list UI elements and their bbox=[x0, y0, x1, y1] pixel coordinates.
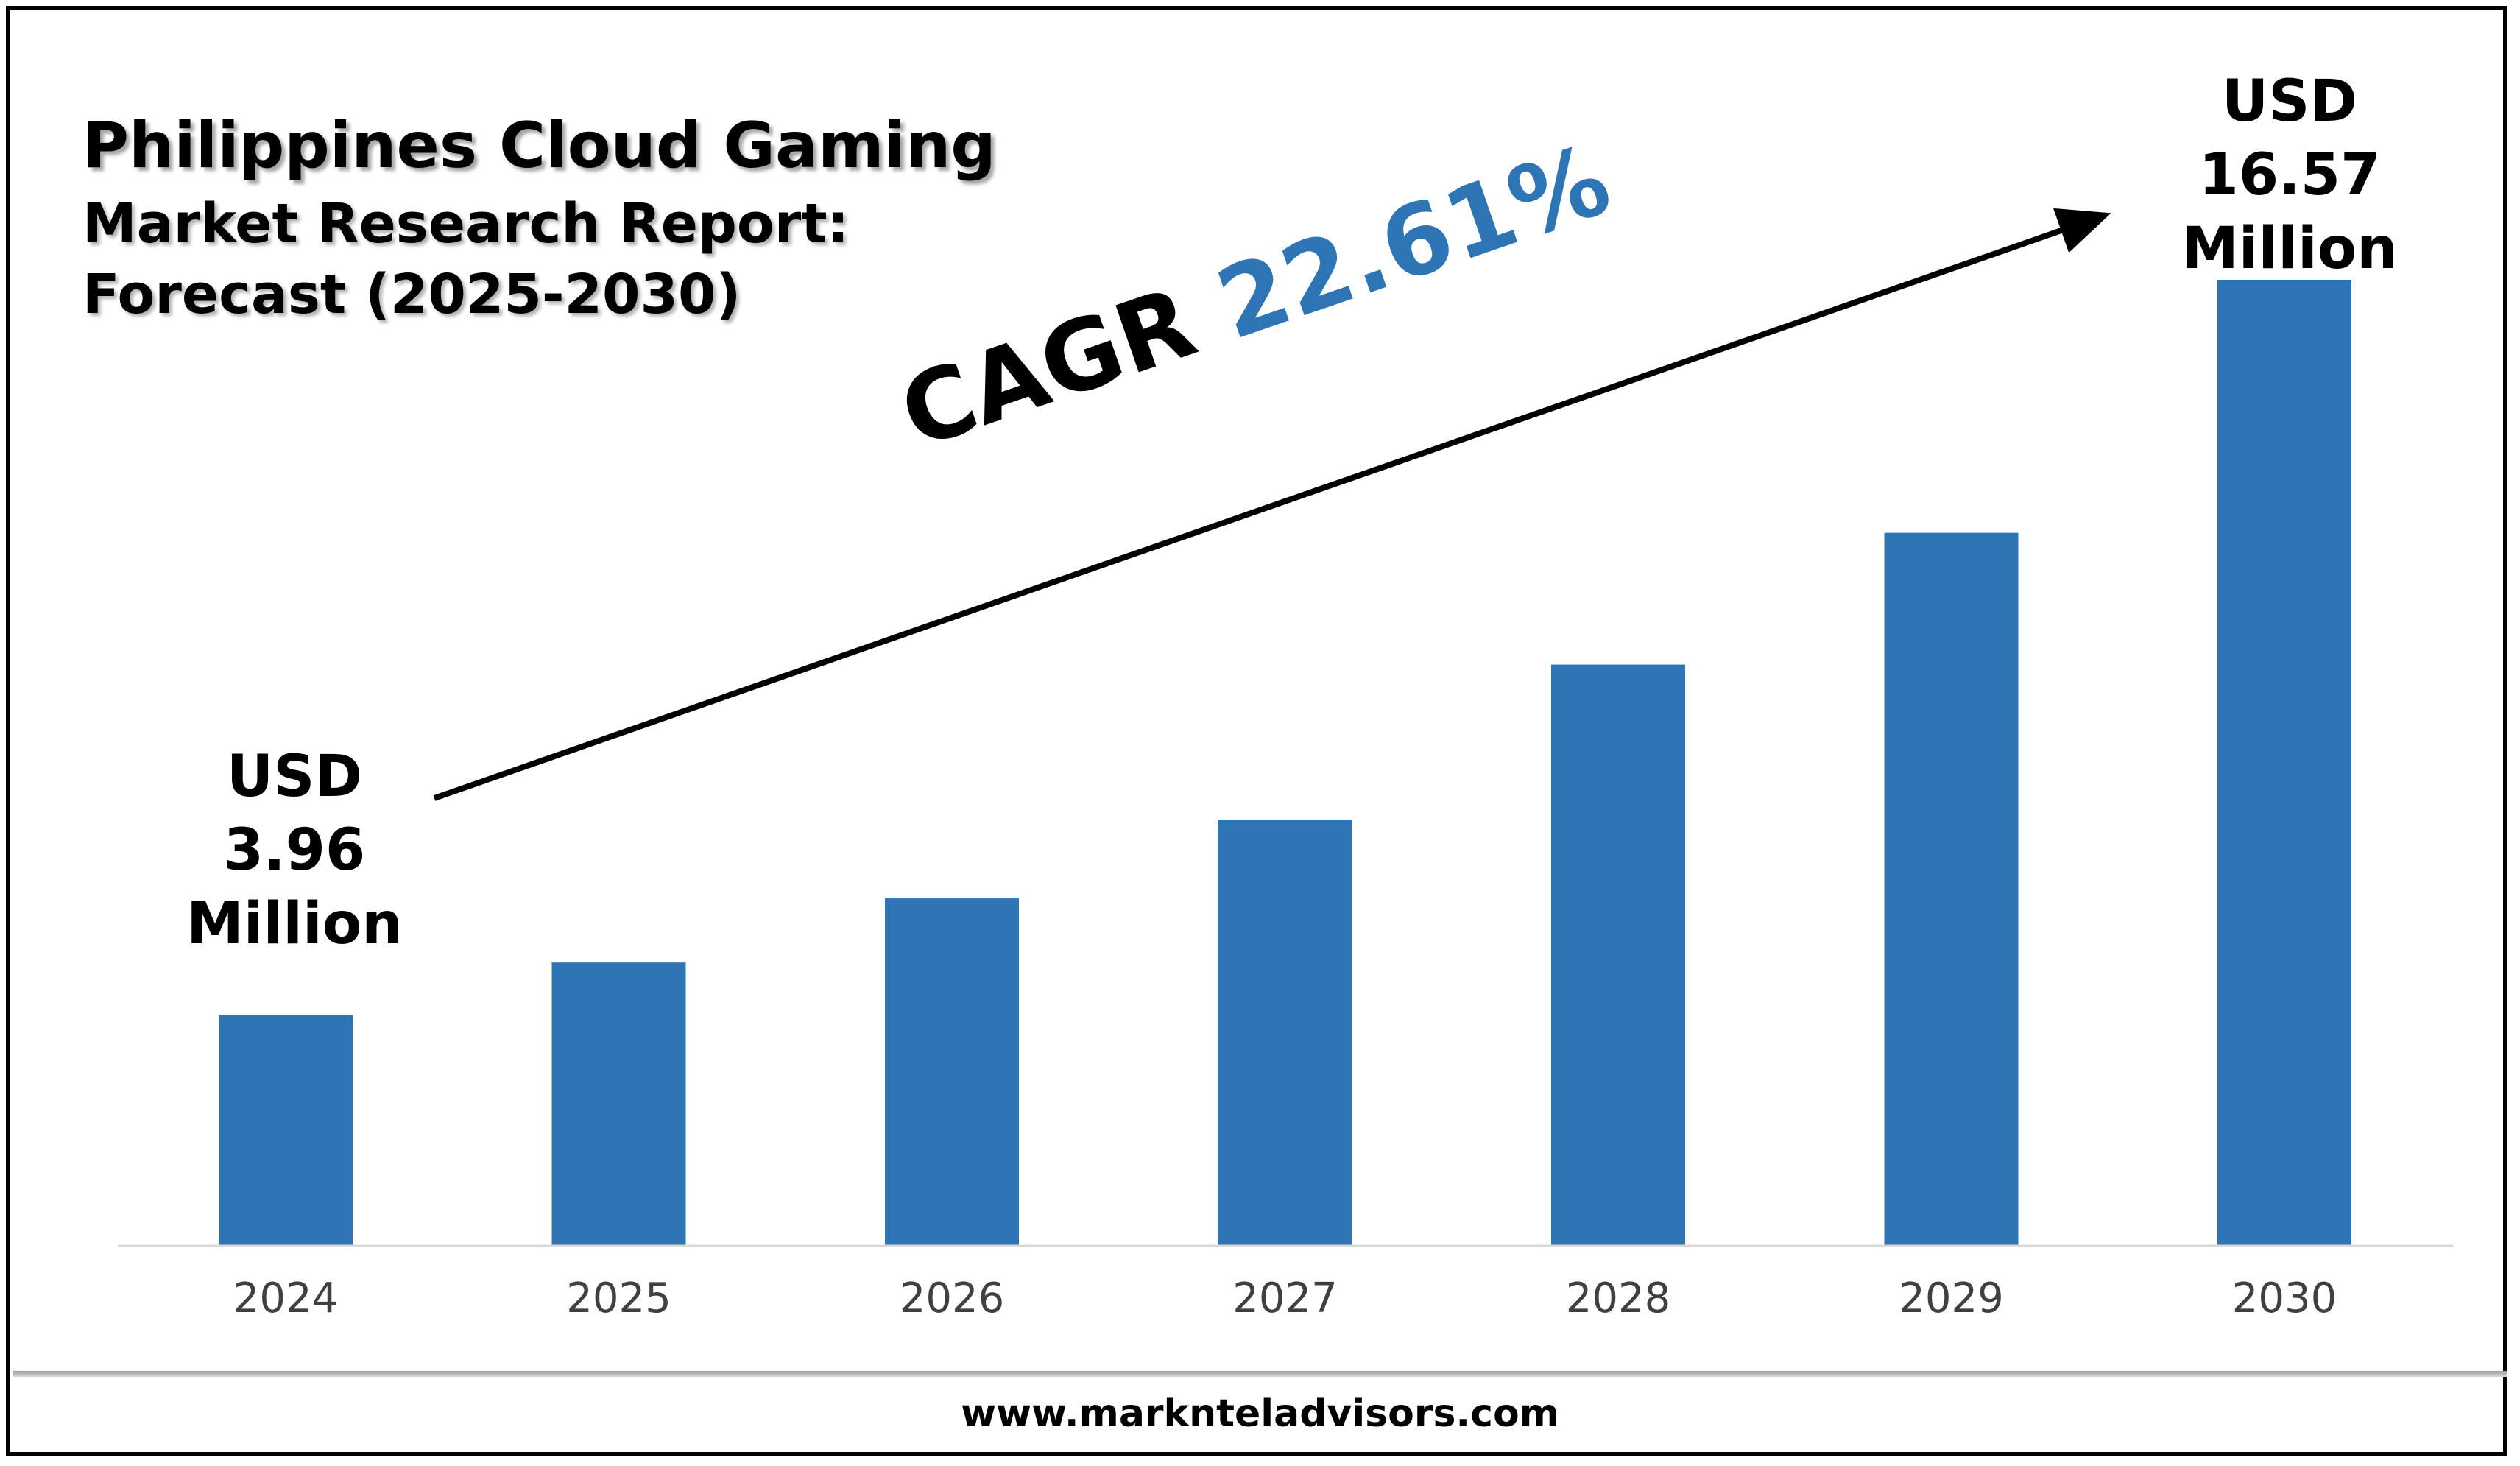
bar-2026 bbox=[885, 898, 1019, 1246]
chart-title: Philippines Cloud Gaming bbox=[82, 109, 996, 183]
end-label-currency: USD bbox=[2221, 68, 2358, 135]
bar-2030 bbox=[2217, 280, 2351, 1246]
x-tick-label-2025: 2025 bbox=[566, 1275, 671, 1322]
bar-2029 bbox=[1884, 532, 2019, 1246]
subtitle-line-1: Market Research Report: bbox=[82, 192, 850, 256]
chart-subtitle: Market Research Report: Forecast (2025-2… bbox=[82, 188, 849, 330]
x-tick-label-2028: 2028 bbox=[1566, 1275, 1671, 1322]
start-label-unit: Million bbox=[186, 891, 403, 957]
end-label-value: 16.57 bbox=[2198, 142, 2381, 208]
bar-2025 bbox=[551, 962, 686, 1246]
bar-2028 bbox=[1551, 664, 1685, 1246]
footer-divider bbox=[13, 1371, 2507, 1377]
bar-2027 bbox=[1218, 820, 1352, 1246]
x-tick-label-2024: 2024 bbox=[233, 1275, 339, 1322]
x-tick-label-2029: 2029 bbox=[1899, 1275, 2004, 1322]
start-label-currency: USD bbox=[226, 744, 363, 810]
start-value-label: USD 3.96 Million bbox=[184, 740, 405, 961]
trend-arrow bbox=[433, 208, 2111, 801]
x-tick-label-2027: 2027 bbox=[1232, 1275, 1338, 1322]
start-label-value: 3.96 bbox=[223, 817, 366, 884]
x-tick-label-2030: 2030 bbox=[2232, 1275, 2337, 1322]
end-value-label: USD 16.57 Million bbox=[2172, 65, 2407, 286]
bar-2024 bbox=[219, 1015, 353, 1246]
end-label-unit: Million bbox=[2181, 216, 2398, 282]
x-tick-label-2026: 2026 bbox=[900, 1275, 1005, 1322]
subtitle-line-2: Forecast (2025-2030) bbox=[82, 263, 741, 326]
footer-website: www.marknteladvisors.com bbox=[961, 1392, 1559, 1436]
